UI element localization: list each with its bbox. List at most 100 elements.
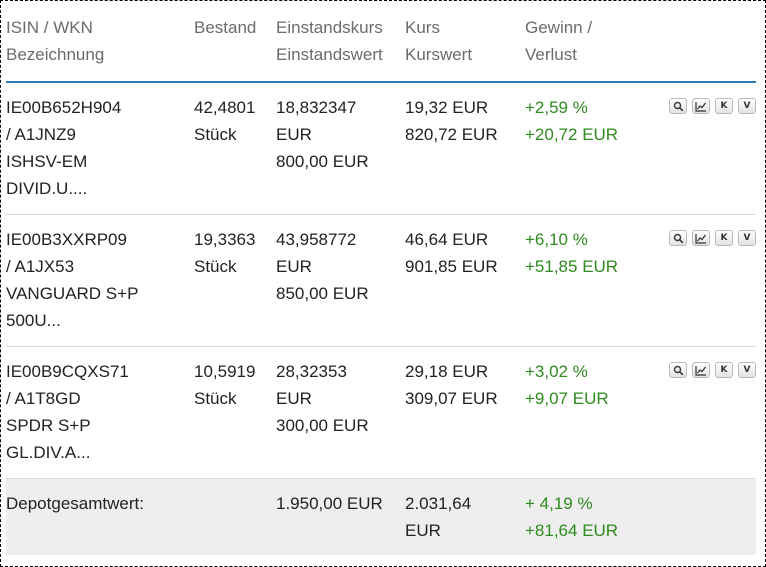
table-row: IE00B3XXRP09 / A1JX53 VANGUARD S+P 500U.… <box>6 215 756 347</box>
table-header: ISIN / WKN Bezeichnung Bestand Einstands… <box>6 14 756 83</box>
header-quantity: Bestand <box>194 14 276 68</box>
isin: IE00B3XXRP09 <box>6 230 127 249</box>
total-gain-loss-cell: + 4,19 % +81,64 EUR <box>525 490 661 544</box>
quantity-value: 42,4801 <box>194 98 256 117</box>
isin: IE00B652H904 <box>6 98 122 117</box>
sell-button[interactable]: V <box>738 362 756 378</box>
security-name: SPDR S+P <box>6 416 91 435</box>
quantity-cell: 42,4801 Stück <box>194 94 276 202</box>
price-cell: 19,32 EUR 820,72 EUR <box>405 94 525 202</box>
header-label: Verlust <box>525 45 577 64</box>
cost-cell: 43,958772 EUR 850,00 EUR <box>276 226 405 334</box>
buy-button[interactable]: K <box>715 362 733 378</box>
header-price: Kurs Kurswert <box>405 14 525 68</box>
chart-button[interactable] <box>692 98 710 114</box>
magnifier-icon <box>673 233 683 243</box>
total-row: Depotgesamtwert: 1.950,00 EUR 2.031,64 E… <box>6 479 756 555</box>
current-price: 29,18 EUR <box>405 362 489 381</box>
table-row: IE00B652H904 / A1JNZ9 ISHSV-EM DIVID.U..… <box>6 83 756 215</box>
total-cost-value: 1.950,00 EUR <box>276 494 383 513</box>
cost-price: 18,832347 <box>276 98 357 117</box>
security-name: 500U... <box>6 311 61 330</box>
sell-button[interactable]: V <box>738 98 756 114</box>
chart-button[interactable] <box>692 230 710 246</box>
isin: IE00B9CQXS71 <box>6 362 129 381</box>
security-name: GL.DIV.A... <box>6 443 91 462</box>
magnifier-icon <box>673 101 683 111</box>
header-label: Bestand <box>194 18 257 37</box>
header-label: Kurs <box>405 18 440 37</box>
sell-button[interactable]: V <box>738 230 756 246</box>
buy-button[interactable]: K <box>715 98 733 114</box>
search-button[interactable] <box>669 98 687 114</box>
market-value: 901,85 EUR <box>405 257 498 276</box>
quantity-value: 19,3363 <box>194 230 256 249</box>
header-label: Einstandskurs <box>276 18 383 37</box>
cost-cell: 28,32353 EUR 300,00 EUR <box>276 358 405 466</box>
header-label: Gewinn / <box>525 18 593 37</box>
search-button[interactable] <box>669 362 687 378</box>
wkn: / A1T8GD <box>6 389 81 408</box>
row-actions: K V <box>661 94 756 202</box>
quantity-unit: Stück <box>194 257 237 276</box>
cost-price-currency: EUR <box>276 389 312 408</box>
gain-loss-cell: +2,59 % +20,72 EUR <box>525 94 661 202</box>
gain-amount: +20,72 EUR <box>525 125 619 144</box>
total-gain-amount: +81,64 EUR <box>525 521 619 540</box>
wkn: / A1JX53 <box>6 257 75 276</box>
market-value: 820,72 EUR <box>405 125 498 144</box>
wkn: / A1JNZ9 <box>6 125 76 144</box>
chart-icon <box>695 365 707 376</box>
row-actions: K V <box>661 226 756 334</box>
header-actions <box>661 14 756 68</box>
security-name: DIVID.U.... <box>6 179 88 198</box>
search-button[interactable] <box>669 230 687 246</box>
magnifier-icon <box>673 365 683 375</box>
market-value: 309,07 EUR <box>405 389 498 408</box>
cost-cell: 18,832347 EUR 800,00 EUR <box>276 94 405 202</box>
header-label: ISIN / WKN <box>6 18 93 37</box>
cost-value: 800,00 EUR <box>276 152 369 171</box>
total-gain-percent: + 4,19 % <box>525 494 593 513</box>
total-label-cell: Depotgesamtwert: <box>6 490 276 544</box>
gain-loss-cell: +3,02 % +9,07 EUR <box>525 358 661 466</box>
gain-amount: +9,07 EUR <box>525 389 609 408</box>
gain-percent: +2,59 % <box>525 98 588 117</box>
header-label: Einstandswert <box>276 45 383 64</box>
security-name: VANGUARD S+P <box>6 284 139 303</box>
gain-percent: +6,10 % <box>525 230 588 249</box>
cost-value: 300,00 EUR <box>276 416 369 435</box>
header-cost: Einstandskurs Einstandswert <box>276 14 405 68</box>
header-isin-wkn-name: ISIN / WKN Bezeichnung <box>6 14 194 68</box>
total-price-cell: 2.031,64 EUR <box>405 490 525 544</box>
action-buttons: K V <box>669 98 756 114</box>
total-market-value-currency: EUR <box>405 521 441 540</box>
total-market-value: 2.031,64 <box>405 494 472 513</box>
gain-amount: +51,85 EUR <box>525 257 619 276</box>
header-label: Bezeichnung <box>6 45 105 64</box>
total-label: Depotgesamtwert: <box>6 494 144 513</box>
chart-icon <box>695 101 707 112</box>
gain-loss-cell: +6,10 % +51,85 EUR <box>525 226 661 334</box>
security-name-cell: IE00B9CQXS71 / A1T8GD SPDR S+P GL.DIV.A.… <box>6 358 194 466</box>
cost-price: 28,32353 <box>276 362 347 381</box>
price-cell: 29,18 EUR 309,07 EUR <box>405 358 525 466</box>
buy-button[interactable]: K <box>715 230 733 246</box>
portfolio-table: ISIN / WKN Bezeichnung Bestand Einstands… <box>6 14 756 555</box>
quantity-unit: Stück <box>194 389 237 408</box>
cost-price: 43,958772 <box>276 230 357 249</box>
total-actions-placeholder <box>661 490 756 544</box>
chart-icon <box>695 233 707 244</box>
table-row: IE00B9CQXS71 / A1T8GD SPDR S+P GL.DIV.A.… <box>6 347 756 479</box>
quantity-cell: 10,5919 Stück <box>194 358 276 466</box>
cost-price-currency: EUR <box>276 125 312 144</box>
security-name-cell: IE00B3XXRP09 / A1JX53 VANGUARD S+P 500U.… <box>6 226 194 334</box>
cost-value: 850,00 EUR <box>276 284 369 303</box>
header-label: Kurswert <box>405 45 473 64</box>
current-price: 46,64 EUR <box>405 230 489 249</box>
security-name-cell: IE00B652H904 / A1JNZ9 ISHSV-EM DIVID.U..… <box>6 94 194 202</box>
chart-button[interactable] <box>692 362 710 378</box>
total-cost-cell: 1.950,00 EUR <box>276 490 405 544</box>
header-gain-loss: Gewinn / Verlust <box>525 14 661 68</box>
quantity-value: 10,5919 <box>194 362 256 381</box>
